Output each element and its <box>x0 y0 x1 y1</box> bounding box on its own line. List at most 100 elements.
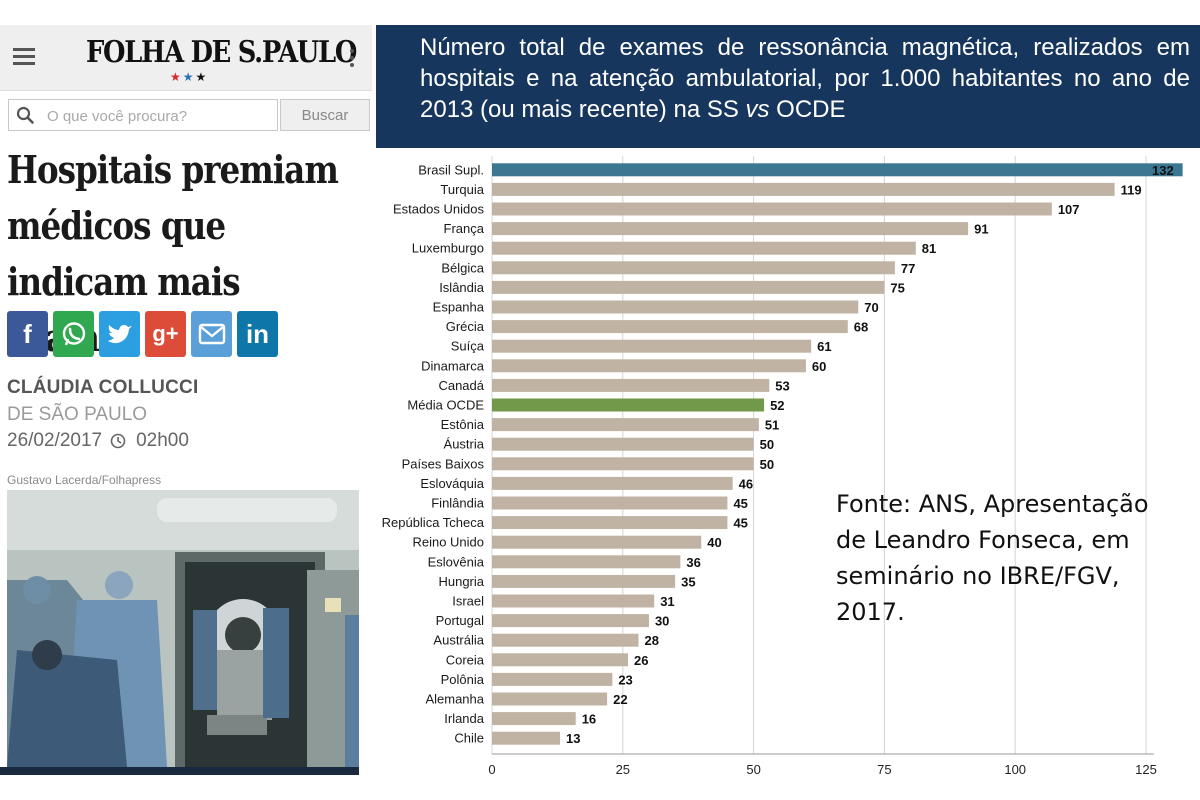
bar <box>492 614 649 628</box>
category-label: Grécia <box>446 319 485 334</box>
email-share-button[interactable] <box>191 311 232 357</box>
x-tick-label: 125 <box>1135 762 1157 777</box>
category-label: Finlândia <box>431 496 485 511</box>
data-label: 31 <box>660 594 674 609</box>
category-label: Espanha <box>433 300 485 315</box>
category-label: Israel <box>452 594 484 609</box>
googleplus-icon: g+ <box>152 321 179 346</box>
bar <box>492 202 1052 216</box>
data-label: 119 <box>1121 182 1142 197</box>
category-label: Irlanda <box>444 711 485 726</box>
bottom-bar <box>0 767 359 775</box>
bar <box>492 555 681 569</box>
whatsapp-share-button[interactable] <box>53 311 94 357</box>
category-label: Austrália <box>433 633 484 648</box>
article-photo <box>7 490 359 767</box>
bar <box>492 496 728 510</box>
bar <box>492 418 759 432</box>
data-label: 45 <box>733 516 747 531</box>
chart-title-vs: vs <box>745 96 770 123</box>
category-label: Média OCDE <box>407 398 484 413</box>
data-label: 13 <box>566 731 580 746</box>
linkedin-share-button[interactable]: in <box>237 311 278 357</box>
whatsapp-icon <box>60 320 88 348</box>
data-label: 81 <box>922 241 936 256</box>
googleplus-share-button[interactable]: g+ <box>145 311 186 357</box>
bar <box>492 378 770 392</box>
bar <box>492 261 895 275</box>
photo-credit: Gustavo Lacerda/Folhapress <box>7 473 162 487</box>
category-label: França <box>444 221 485 236</box>
bar <box>492 241 916 255</box>
category-label: Canadá <box>438 378 484 393</box>
bar <box>492 437 754 451</box>
data-label: 36 <box>686 555 700 570</box>
category-label: Suíça <box>451 339 485 354</box>
article-time: 02h00 <box>136 430 189 451</box>
data-label: 50 <box>760 437 774 452</box>
article-date: 26/02/2017 <box>7 430 103 451</box>
category-label: Eslováquia <box>420 476 484 491</box>
chart-title-box: Número total de exames de ressonância ma… <box>376 25 1200 148</box>
data-label: 61 <box>817 339 831 354</box>
search-icon <box>16 106 34 124</box>
category-label: Dinamarca <box>421 358 485 373</box>
bar <box>492 712 576 726</box>
bar <box>492 182 1115 196</box>
twitter-share-button[interactable] <box>99 311 140 357</box>
search-bar: Buscar <box>8 99 370 131</box>
facebook-share-button[interactable]: f <box>7 311 48 357</box>
data-label: 28 <box>644 633 658 648</box>
data-label: 77 <box>901 261 915 276</box>
category-label: Estados Unidos <box>393 202 485 217</box>
bar <box>492 653 629 667</box>
newspaper-panel: FOLHA DE S.PAULO ★★★ Buscar Hospitais pr… <box>0 0 372 800</box>
bar <box>492 574 676 588</box>
data-label: 51 <box>765 418 779 433</box>
bar <box>492 339 812 353</box>
bar <box>492 476 733 490</box>
clock-icon <box>110 433 126 449</box>
newspaper-logo[interactable]: FOLHA DE S.PAULO <box>86 35 357 70</box>
bar <box>492 398 765 412</box>
data-label: 50 <box>760 457 774 472</box>
category-label: Islândia <box>439 280 485 295</box>
facebook-icon: f <box>23 318 32 349</box>
data-label: 53 <box>775 378 789 393</box>
category-label: Países Baixos <box>402 456 485 471</box>
data-label: 91 <box>974 222 988 237</box>
data-label: 107 <box>1058 202 1080 217</box>
more-options-icon[interactable] <box>350 49 354 70</box>
category-label: Estônia <box>441 417 485 432</box>
logo-stars-icon: ★★★ <box>170 70 209 84</box>
category-label: Eslovênia <box>428 554 485 569</box>
bar <box>492 633 639 647</box>
data-label: 40 <box>707 535 721 550</box>
data-label: 16 <box>582 712 596 727</box>
category-label: República Tcheca <box>382 515 485 530</box>
bar <box>492 672 613 686</box>
bar <box>492 535 702 549</box>
category-label: Bélgica <box>441 260 484 275</box>
category-label: Alemanha <box>425 692 484 707</box>
data-label: 75 <box>890 280 904 295</box>
bar <box>492 731 561 745</box>
category-label: Portugal <box>436 613 485 628</box>
category-label: Hungria <box>438 574 484 589</box>
search-input[interactable] <box>47 104 273 128</box>
menu-icon[interactable] <box>13 48 35 68</box>
article-dateline: 26/02/2017 02h00 <box>7 430 189 452</box>
bar <box>492 320 848 334</box>
data-label: 45 <box>733 496 747 511</box>
category-label: Polônia <box>441 672 485 687</box>
x-tick-label: 25 <box>616 762 630 777</box>
source-note: Fonte: ANS, Apresentação de Leandro Fons… <box>836 490 1149 626</box>
search-button[interactable]: Buscar <box>280 99 370 131</box>
share-buttons: f g+ in <box>7 311 278 357</box>
bar <box>492 222 969 236</box>
app-header: FOLHA DE S.PAULO ★★★ <box>0 25 372 91</box>
article-author: CLÁUDIA COLLUCCI <box>7 377 199 398</box>
data-label: 35 <box>681 574 695 589</box>
bar-chart: Brasil Supl. 132 Turquia 119 Estados Unidos 1… <box>382 156 1183 777</box>
data-label: 23 <box>618 672 632 687</box>
